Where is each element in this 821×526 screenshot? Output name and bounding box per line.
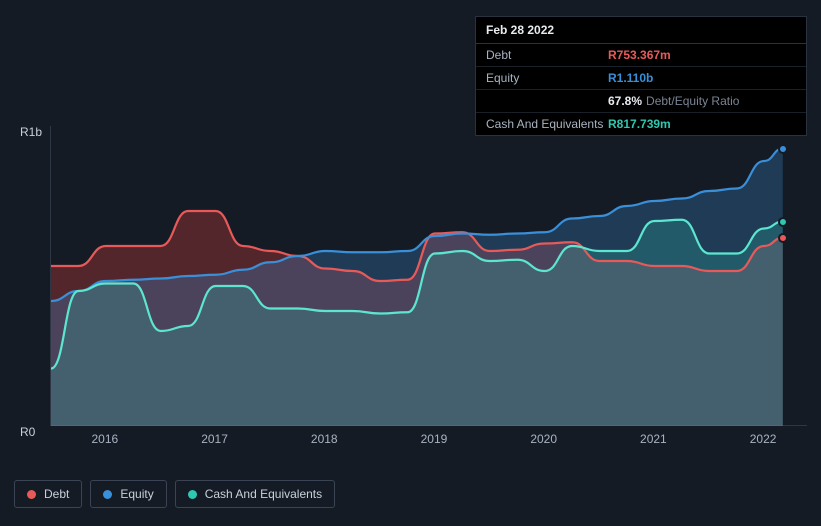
- x-axis-tick: 2018: [311, 432, 338, 446]
- series-end-dot: [778, 233, 788, 243]
- tooltip-row-equity: Equity R1.110b: [476, 67, 806, 90]
- tooltip-label: Equity: [486, 71, 608, 85]
- x-axis-tick: 2022: [750, 432, 777, 446]
- tooltip-value: R817.739m: [608, 117, 671, 131]
- legend-item-cash[interactable]: Cash And Equivalents: [175, 480, 335, 508]
- tooltip-label: Cash And Equivalents: [486, 117, 608, 131]
- tooltip-label: Debt: [486, 48, 608, 62]
- series-end-dot: [778, 217, 788, 227]
- tooltip-ratio-pct: 67.8%: [608, 94, 642, 108]
- x-axis-tick: 2017: [201, 432, 228, 446]
- x-axis-tick: 2021: [640, 432, 667, 446]
- legend-label: Debt: [44, 487, 69, 501]
- chart-plot[interactable]: [50, 126, 807, 426]
- tooltip-row-cash: Cash And Equivalents R817.739m: [476, 113, 806, 135]
- y-axis-top-label: R1b: [20, 125, 30, 139]
- x-axis-tick: 2016: [91, 432, 118, 446]
- circle-icon: [27, 490, 36, 499]
- tooltip-ratio-label: Debt/Equity Ratio: [646, 94, 739, 108]
- legend-item-equity[interactable]: Equity: [90, 480, 166, 508]
- tooltip-value: R1.110b: [608, 71, 653, 85]
- tooltip-row-ratio: 67.8% Debt/Equity Ratio: [476, 90, 806, 113]
- chart-tooltip: Feb 28 2022 Debt R753.367m Equity R1.110…: [475, 16, 807, 136]
- y-axis-bottom-label: R0: [20, 425, 30, 439]
- circle-icon: [103, 490, 112, 499]
- x-axis-tick: 2019: [421, 432, 448, 446]
- x-axis-ticks: 2016 2017 2018 2019 2020 2021 2022: [50, 432, 807, 452]
- tooltip-label: [486, 94, 608, 108]
- legend-label: Equity: [120, 487, 153, 501]
- tooltip-date: Feb 28 2022: [476, 17, 806, 44]
- tooltip-row-debt: Debt R753.367m: [476, 44, 806, 67]
- chart-legend: Debt Equity Cash And Equivalents: [14, 480, 335, 508]
- legend-label: Cash And Equivalents: [205, 487, 322, 501]
- series-end-dot: [778, 144, 788, 154]
- x-axis-tick: 2020: [530, 432, 557, 446]
- chart-area: R1b R0 2016201720182019202020212022: [14, 126, 807, 426]
- chart-svg: [51, 126, 808, 426]
- circle-icon: [188, 490, 197, 499]
- legend-item-debt[interactable]: Debt: [14, 480, 82, 508]
- tooltip-value: R753.367m: [608, 48, 671, 62]
